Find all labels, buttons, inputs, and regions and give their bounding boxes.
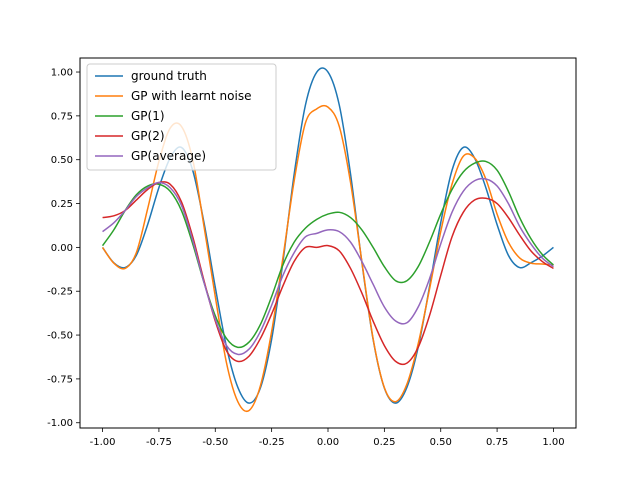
y-tick-label: 0.00 bbox=[51, 243, 73, 254]
y-tick-label: 1.00 bbox=[51, 68, 73, 79]
x-tick-label: -0.50 bbox=[202, 437, 228, 448]
x-tick-label: 0.50 bbox=[430, 437, 452, 448]
y-tick-label: 0.50 bbox=[51, 155, 73, 166]
y-tick-label: 0.25 bbox=[51, 199, 73, 210]
legend-label-0: ground truth bbox=[131, 69, 207, 83]
x-tick-label: -0.75 bbox=[146, 437, 172, 448]
x-tick-label: 0.25 bbox=[373, 437, 395, 448]
y-tick-label: -0.25 bbox=[47, 287, 73, 298]
legend-label-4: GP(average) bbox=[131, 149, 206, 163]
x-tick-label: 0.00 bbox=[317, 437, 339, 448]
y-axis: -1.00 -0.75 -0.50 -0.25 0.00 0.25 0.50 0.75 1.00 bbox=[47, 68, 80, 429]
legend-label-2: GP(1) bbox=[131, 109, 165, 123]
x-axis: -1.00 -0.75 -0.50 -0.25 0.00 0.25 0.50 0.75 1.00 bbox=[90, 428, 565, 448]
series-line-4 bbox=[102, 177, 554, 356]
legend: ground truth GP with learnt noise GP(1) GP(… bbox=[86, 63, 277, 171]
series-line-3 bbox=[102, 181, 554, 366]
x-tick-label: -0.25 bbox=[259, 437, 285, 448]
y-tick-label: -0.50 bbox=[47, 331, 73, 342]
y-tick-label: -0.75 bbox=[47, 374, 73, 385]
x-tick-label: 0.75 bbox=[486, 437, 508, 448]
y-tick-label: 0.75 bbox=[51, 111, 73, 122]
series-line-2 bbox=[101, 160, 554, 349]
legend-box bbox=[86, 63, 277, 171]
x-tick-label: -1.00 bbox=[90, 437, 116, 448]
y-tick-label: -1.00 bbox=[47, 418, 73, 429]
legend-label-3: GP(2) bbox=[131, 129, 165, 143]
x-tick-label: 1.00 bbox=[542, 437, 564, 448]
legend-label-1: GP with learnt noise bbox=[131, 89, 251, 103]
